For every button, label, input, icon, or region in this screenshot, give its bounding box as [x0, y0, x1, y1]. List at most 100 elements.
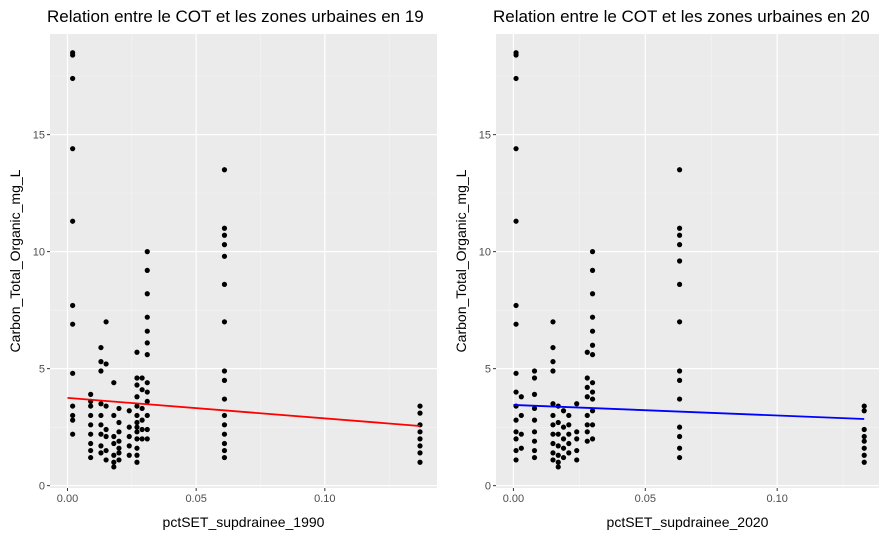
data-point	[531, 454, 538, 461]
data-point	[560, 436, 567, 442]
data-point	[111, 433, 117, 440]
data-point	[88, 454, 94, 461]
data-point	[116, 450, 122, 456]
data-point	[103, 426, 109, 433]
data-point	[550, 412, 556, 419]
x-tick-label: 0.05	[635, 493, 656, 505]
data-point	[676, 433, 683, 440]
data-point	[98, 412, 104, 419]
chart-panel-1990: 0.00 0.05 0.10 0 5 10 15 Relation entre le COT …	[7, 7, 437, 530]
data-point	[221, 422, 228, 428]
data-point	[103, 361, 109, 367]
data-point	[531, 405, 538, 412]
data-point	[144, 340, 150, 346]
data-point	[417, 410, 423, 416]
data-point	[221, 412, 228, 419]
y-tick-label: 10	[33, 247, 45, 259]
data-point	[70, 52, 76, 58]
data-point	[560, 424, 567, 430]
data-point	[574, 436, 580, 442]
data-point	[584, 412, 590, 419]
data-point	[676, 368, 683, 374]
chart-title: Relation entre le COT et les zones urbai…	[47, 7, 424, 26]
data-point	[589, 422, 596, 428]
data-point	[134, 452, 140, 458]
data-point	[134, 382, 140, 388]
data-point	[513, 52, 519, 58]
data-point	[861, 452, 867, 458]
data-point	[139, 417, 145, 423]
data-point	[144, 328, 150, 334]
data-point	[676, 377, 683, 383]
data-point	[676, 232, 683, 238]
data-point	[589, 328, 596, 334]
data-point	[513, 436, 519, 442]
x-tick-label: 0.05	[185, 493, 206, 505]
data-point	[676, 454, 683, 461]
plot-background	[496, 34, 879, 488]
data-point	[550, 401, 556, 407]
data-point	[566, 412, 572, 419]
data-point	[417, 403, 423, 409]
data-point	[221, 377, 228, 383]
data-point	[531, 447, 538, 454]
x-axis-label: pctSET_supdrainee_1990	[163, 514, 325, 530]
data-point	[111, 452, 117, 458]
plot-background	[50, 34, 437, 488]
data-point	[134, 429, 140, 435]
data-point	[574, 447, 580, 454]
data-point	[98, 368, 104, 374]
data-point	[550, 319, 556, 325]
data-point	[676, 225, 683, 231]
data-point	[70, 75, 76, 82]
data-point	[103, 433, 109, 440]
data-point	[676, 319, 683, 325]
data-point	[70, 431, 76, 437]
data-point	[70, 321, 76, 327]
data-point	[555, 464, 561, 470]
data-point	[550, 344, 556, 351]
data-point	[70, 302, 76, 309]
data-point	[589, 396, 596, 402]
scatter-plot-2020: 0.00 0.05 0.10 0 5 10 15 Relation entre le COT …	[453, 7, 879, 530]
data-point	[513, 447, 519, 454]
data-point	[417, 459, 423, 465]
data-point	[139, 375, 145, 381]
data-point	[531, 391, 538, 397]
data-point	[103, 457, 109, 463]
data-point	[518, 445, 524, 451]
data-point	[103, 447, 109, 454]
data-point	[589, 249, 596, 255]
data-point	[513, 302, 519, 309]
data-point	[589, 436, 596, 442]
data-point	[550, 422, 556, 428]
data-point	[144, 249, 150, 255]
data-point	[98, 443, 104, 449]
y-tick-label: 0	[485, 481, 491, 493]
data-point	[111, 412, 117, 419]
data-point	[555, 431, 561, 437]
data-point	[98, 450, 104, 456]
data-point	[88, 391, 94, 397]
data-point	[589, 389, 596, 395]
data-point	[134, 412, 140, 419]
data-point	[221, 281, 228, 288]
data-point	[555, 443, 561, 449]
data-point	[560, 454, 567, 461]
data-point	[584, 429, 590, 435]
data-point	[221, 167, 228, 173]
data-point	[417, 429, 423, 435]
data-point	[584, 422, 590, 428]
y-tick-label: 0	[39, 481, 45, 493]
data-point	[88, 412, 94, 419]
data-point	[126, 443, 132, 449]
data-point	[134, 424, 140, 430]
data-point	[98, 422, 104, 428]
data-point	[144, 426, 150, 433]
data-point	[417, 443, 423, 449]
data-point	[566, 440, 572, 447]
y-tick-label: 15	[479, 130, 491, 142]
data-point	[144, 267, 150, 273]
data-point	[555, 419, 561, 426]
data-point	[70, 412, 76, 419]
